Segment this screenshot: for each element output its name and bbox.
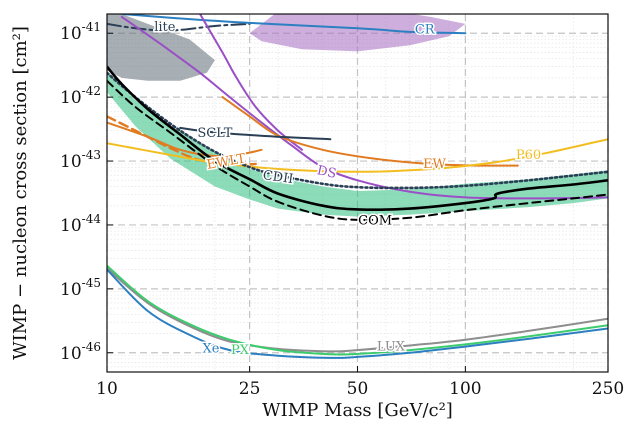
x-axis-label: WIMP Mass [GeV/c²] xyxy=(262,400,453,421)
cr-region xyxy=(249,14,466,52)
curve-label-lux: LUX xyxy=(377,339,406,354)
series-lux xyxy=(107,267,608,353)
x-tick-label: 100 xyxy=(449,379,481,399)
y-tick-base: 10 xyxy=(60,280,82,300)
y-tick-base: 10 xyxy=(60,216,82,236)
axis-ticks: 10 25 50 100 25010-4610-4510-4410-4310-4210-… xyxy=(60,20,624,399)
series-xe xyxy=(107,268,608,359)
series-sclt xyxy=(179,126,332,141)
series-cdii xyxy=(107,71,608,190)
sensitivity-band xyxy=(107,71,608,217)
curve-label-lite: lite xyxy=(154,20,176,35)
y-tick-label: 10-41 xyxy=(60,20,101,44)
curve-label-sclt: SCLT xyxy=(197,126,232,141)
x-tick-label: 250 xyxy=(592,379,624,399)
series-com xyxy=(107,65,608,211)
y-tick-base: 10 xyxy=(60,24,82,44)
series-cr xyxy=(120,14,467,35)
x-tick-label: 50 xyxy=(347,379,369,399)
y-tick-label: 10-45 xyxy=(60,276,101,300)
x-tick-label: 10 xyxy=(96,379,118,399)
y-tick-exponent: -42 xyxy=(82,84,101,98)
curve-label-ds: DS xyxy=(316,163,338,182)
y-tick-base: 10 xyxy=(60,88,82,108)
y-tick-exponent: -45 xyxy=(82,276,101,290)
curve-label-px: PX xyxy=(231,343,250,358)
series-com-dashed xyxy=(107,79,608,221)
y-axis-label: WIMP − nucleon cross section [cm²] xyxy=(10,26,31,360)
series-ds xyxy=(120,15,608,200)
y-tick-exponent: -43 xyxy=(82,148,101,162)
y-tick-label: 10-43 xyxy=(60,148,101,172)
series-px xyxy=(107,264,608,356)
curve-label-com: COM xyxy=(358,214,392,229)
curve-label-cr: CR xyxy=(415,23,436,38)
y-tick-label: 10-44 xyxy=(60,212,101,236)
y-tick-base: 10 xyxy=(60,344,82,364)
plot-clip xyxy=(107,14,608,359)
y-tick-label: 10-42 xyxy=(60,84,101,108)
curve-label-xe: Xe xyxy=(202,342,219,357)
y-tick-base: 10 xyxy=(60,152,82,172)
curve-label-ew: EW xyxy=(423,157,446,172)
series-ds-b xyxy=(198,14,303,151)
x-tick-label: 25 xyxy=(239,379,261,399)
y-tick-exponent: -46 xyxy=(82,340,101,354)
series-p60 xyxy=(107,138,608,173)
y-tick-label: 10-46 xyxy=(60,340,101,364)
plot-area xyxy=(107,14,608,359)
y-tick-exponent: -41 xyxy=(82,20,101,34)
curve-label-cdii: CDII xyxy=(262,168,294,187)
y-tick-exponent: -44 xyxy=(82,212,102,226)
curve-label-p60: P60 xyxy=(516,148,541,163)
series-lite xyxy=(107,22,251,32)
